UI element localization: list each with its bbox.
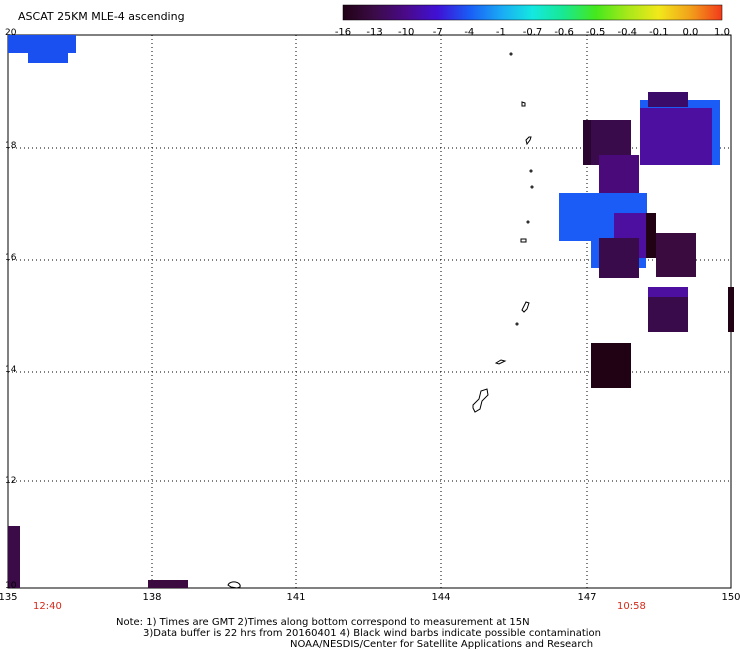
swath-cell — [28, 53, 68, 63]
plot-frame — [7, 34, 732, 589]
lat-label: 10 — [5, 581, 17, 591]
colorbar-tick-label: -0.1 — [649, 27, 669, 38]
colorbar-tick-label: -0.5 — [585, 27, 606, 38]
colorbar-tick-label: -7 — [432, 27, 443, 38]
colorbar-tick-label: -0.4 — [617, 27, 637, 38]
grid-lines — [8, 35, 731, 588]
colorbar-tick-label: -13 — [366, 27, 383, 38]
time-left: 12:40 — [33, 601, 62, 612]
colorbar-tick-label: -0.6 — [554, 27, 574, 38]
swath-cell — [656, 233, 696, 277]
island-outlines — [227, 52, 534, 589]
colorbar-tick-label: -0.7 — [522, 27, 543, 38]
swath-cell — [8, 526, 20, 588]
lon-label: 147 — [577, 592, 597, 603]
lat-label: 14 — [5, 365, 17, 375]
colorbar-tick-label: 0.0 — [682, 27, 699, 38]
swath-cell — [640, 108, 712, 165]
swath-cell — [8, 35, 76, 53]
note-line-3: NOAA/NESDIS/Center for Satellite Applica… — [290, 639, 594, 650]
lon-label: 141 — [286, 592, 306, 603]
swath-cell — [591, 343, 631, 388]
colorbar-tick-label: -10 — [397, 27, 415, 38]
colorbar-tick-label: -1 — [495, 27, 506, 38]
swath-cell — [728, 287, 734, 332]
swath-cell — [148, 580, 188, 588]
lon-label: 135 — [0, 592, 18, 603]
lon-label: 138 — [142, 592, 162, 603]
colorbar-tick-label: 1.0 — [714, 27, 730, 38]
colorbar-tick-label: -4 — [464, 27, 475, 38]
note-line-2: 3)Data buffer is 22 hrs from 20160401 4)… — [143, 628, 601, 639]
time-right: 10:58 — [617, 601, 646, 612]
swath-cell — [599, 238, 639, 278]
colorbar-tick-label: -16 — [334, 27, 352, 38]
data-swaths — [8, 35, 734, 588]
lat-label: 20 — [5, 28, 17, 38]
lon-label: 144 — [431, 592, 451, 603]
map-title: ASCAT 25KM MLE-4 ascending — [18, 10, 185, 23]
lat-label: 12 — [5, 476, 17, 486]
colorbar-ramp — [342, 4, 723, 21]
lon-label: 150 — [721, 592, 740, 603]
swath-cell — [648, 92, 688, 107]
lat-label: 16 — [5, 253, 17, 263]
lat-label: 18 — [5, 141, 17, 151]
swath-cell — [599, 155, 639, 195]
swath-cell — [648, 287, 688, 297]
note-line-1: Note: 1) Times are GMT 2)Times along bot… — [116, 617, 530, 628]
swath-cell — [646, 213, 656, 258]
colorbar — [342, 4, 723, 21]
